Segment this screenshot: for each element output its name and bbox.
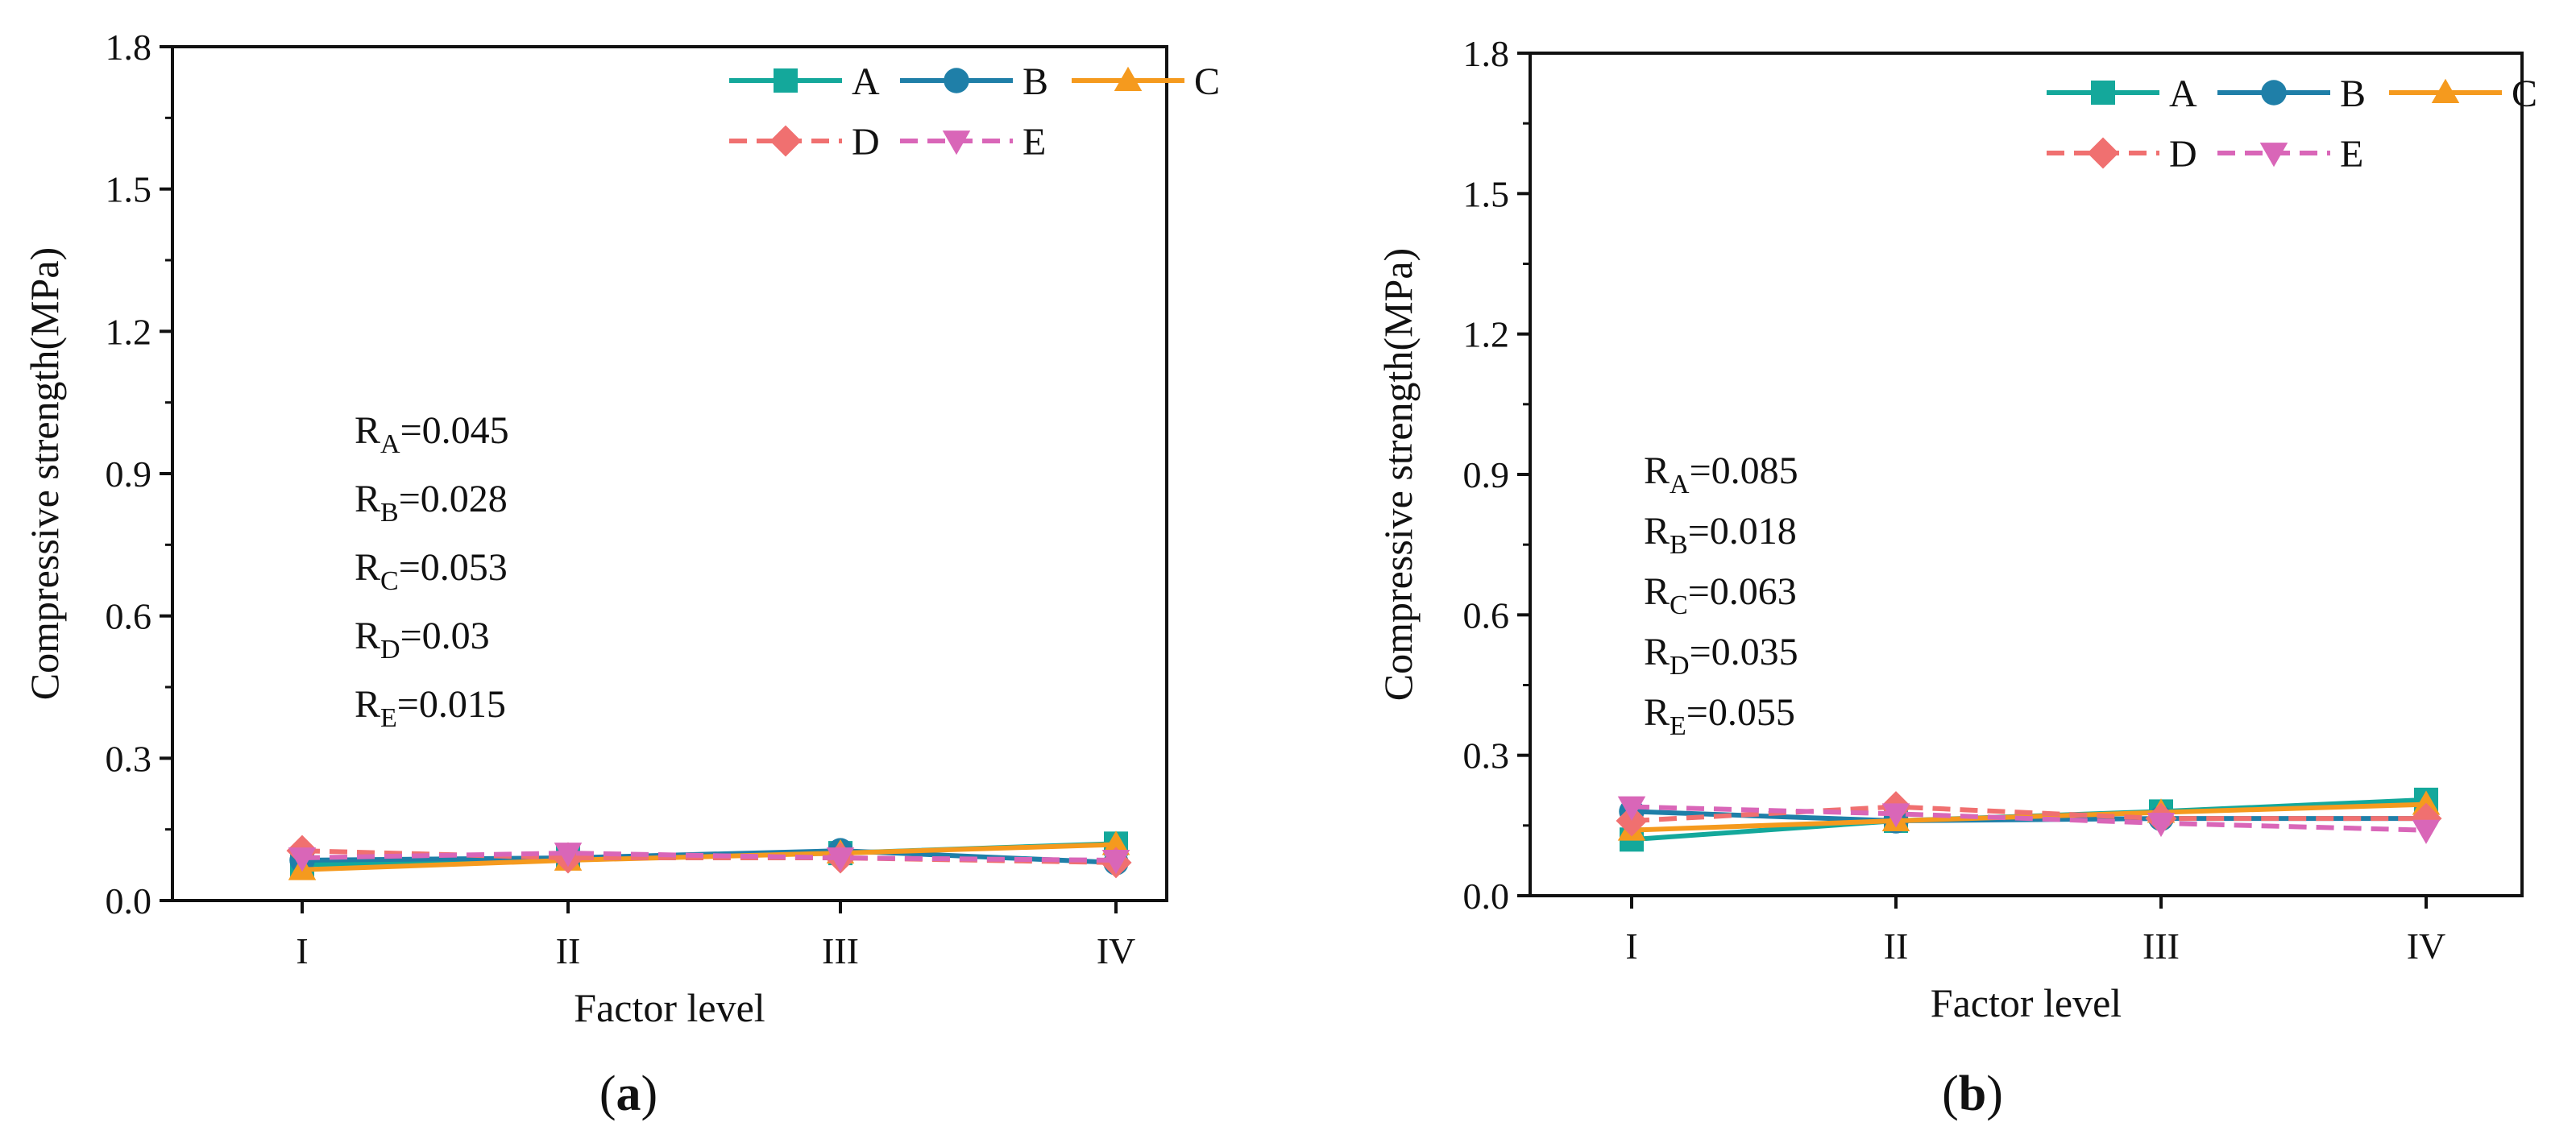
y-tick-label: 1.8: [106, 27, 152, 68]
legend-marker: [2259, 143, 2288, 168]
y-tick-label: 0.9: [106, 453, 152, 495]
range-annotation: RA=0.085: [1644, 449, 1798, 499]
x-tick-label: II: [1884, 926, 1909, 967]
y-tick-label: 0.6: [1463, 594, 1510, 636]
legend-marker: [2091, 81, 2115, 105]
series-line-E: [1631, 804, 2427, 833]
legend-marker: [769, 125, 802, 157]
data-point-E: [554, 843, 583, 868]
x-axis-title: Factor level: [574, 985, 765, 1030]
x-axis-title: Factor level: [1931, 980, 2122, 1025]
x-tick-label: III: [822, 930, 859, 971]
range-annotation: RE=0.055: [1644, 691, 1795, 741]
legend-item-E: E: [2217, 133, 2363, 176]
range-annotation: RC=0.053: [355, 546, 508, 596]
legend-label: A: [2169, 72, 2197, 115]
legend-label: D: [2169, 133, 2197, 176]
data-point-D: [1616, 805, 1648, 837]
y-tick-label: 0.3: [1463, 735, 1510, 776]
x-tick-label: II: [556, 930, 581, 971]
y-axis-title: Compressive strength(MPa): [1375, 248, 1421, 701]
x-tick-label: I: [1625, 926, 1637, 967]
series-line-C: [301, 842, 1117, 872]
y-tick-label: 0.9: [1463, 454, 1510, 495]
y-tick-label: 0.3: [106, 738, 152, 779]
legend-item-D: D: [2047, 133, 2197, 176]
legend-label: E: [2340, 133, 2363, 176]
legend-marker: [944, 68, 969, 93]
plot-frame: [171, 45, 1168, 902]
legend-item-B: B: [900, 60, 1048, 103]
series-line-D: [1631, 804, 2426, 824]
data-point-D: [2410, 802, 2442, 834]
legend-label: B: [1023, 60, 1048, 103]
legend-item-C: C: [1072, 60, 1220, 103]
x-tick-label: III: [2143, 926, 2180, 967]
legend-marker: [2087, 137, 2119, 169]
legend-item-A: A: [729, 60, 880, 103]
legend-label: E: [1023, 121, 1046, 164]
range-annotation: RE=0.015: [355, 683, 506, 733]
y-tick-label: 1.2: [106, 311, 152, 352]
legend-label: C: [1194, 60, 1220, 103]
range-annotation: RC=0.063: [1644, 570, 1797, 620]
y-tick-label: 0.0: [1463, 876, 1510, 917]
legend-item-E: E: [900, 121, 1046, 164]
y-tick-label: 0.6: [106, 596, 152, 637]
range-annotation: RA=0.045: [355, 409, 509, 459]
x-tick-label: IV: [2407, 926, 2446, 967]
y-tick-label: 0.0: [106, 880, 152, 921]
range-annotation: RB=0.028: [355, 478, 508, 528]
y-tick-label: 1.8: [1463, 33, 1510, 74]
legend-item-A: A: [2047, 72, 2197, 115]
x-tick-label: IV: [1097, 930, 1136, 971]
data-point-E: [826, 847, 855, 872]
data-point-E: [1881, 803, 1910, 828]
y-axis-title: Compressive strength(MPa): [22, 247, 67, 700]
panel-label: (a): [599, 1066, 657, 1121]
y-tick-label: 1.5: [1463, 173, 1510, 214]
data-point-E: [288, 847, 317, 872]
data-point-C: [1101, 830, 1130, 855]
legend-item-C: C: [2389, 72, 2537, 115]
legend-marker: [1114, 66, 1143, 91]
data-point-E: [1101, 850, 1130, 875]
data-point-E: [2147, 812, 2176, 838]
legend-label: C: [2512, 72, 2537, 115]
panel-label: (b): [1942, 1066, 2003, 1121]
y-tick-label: 1.2: [1463, 314, 1510, 355]
range-annotation: RB=0.018: [1644, 510, 1797, 560]
legend-marker: [2261, 80, 2287, 106]
legend-item-B: B: [2217, 72, 2366, 115]
legend-label: B: [2340, 72, 2366, 115]
legend-marker: [2431, 78, 2460, 103]
x-tick-label: I: [296, 930, 308, 971]
y-tick-label: 1.5: [106, 169, 152, 210]
data-point-E: [1617, 796, 1646, 821]
range-annotation: RD=0.03: [355, 615, 490, 665]
legend-marker: [774, 68, 798, 93]
legend-item-D: D: [729, 121, 880, 164]
data-point-C: [2412, 790, 2441, 815]
range-annotation: RD=0.035: [1644, 631, 1798, 681]
legend-marker: [942, 130, 971, 155]
data-point-E: [2412, 819, 2441, 844]
legend-label: A: [852, 60, 880, 103]
legend-label: D: [852, 121, 880, 164]
